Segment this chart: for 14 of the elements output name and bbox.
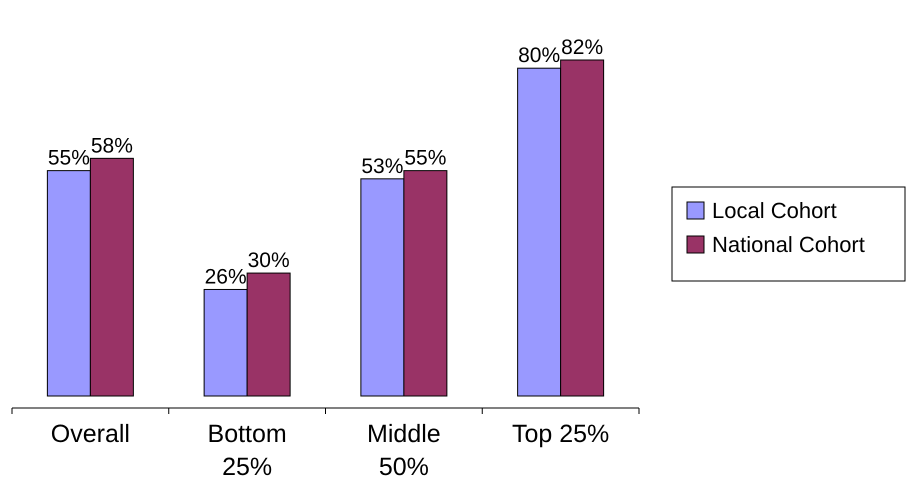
data-label: 58% <box>90 134 133 158</box>
data-label: 55% <box>48 146 90 170</box>
data-label: 80% <box>518 44 560 68</box>
data-label: 82% <box>561 36 604 59</box>
data-label: 30% <box>248 249 290 272</box>
x-tick-label: Overall <box>50 420 130 448</box>
data-label: 26% <box>204 265 247 288</box>
data-label: 55% <box>404 146 446 170</box>
x-tick-label: Bottom 25% <box>208 420 287 481</box>
x-tick-label: Top 25% <box>512 420 610 448</box>
x-tick-label: Middle 50% <box>367 420 441 481</box>
legend-label: National Cohort <box>712 232 865 257</box>
legend-label: Local Cohort <box>712 198 837 223</box>
data-label: 53% <box>361 154 404 178</box>
